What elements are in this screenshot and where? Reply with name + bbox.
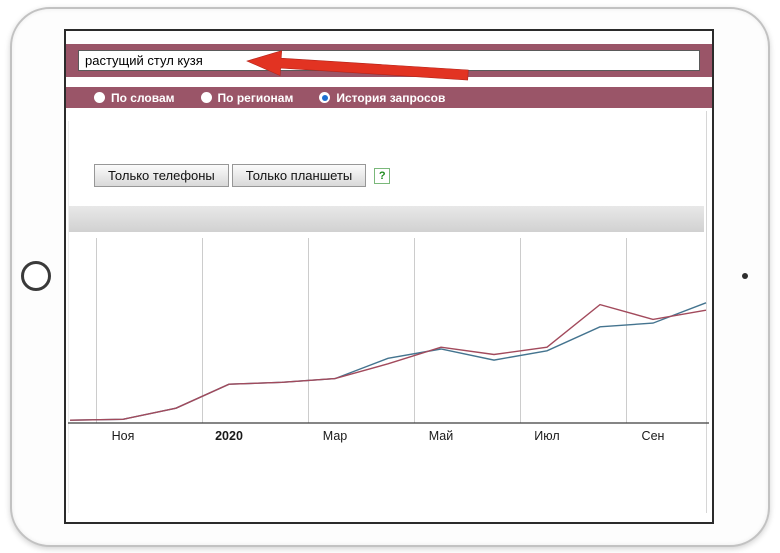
option-label: По словам [111, 90, 175, 105]
screen: По словам По регионам История запросов Тол… [64, 29, 714, 524]
x-axis-label: Июл [534, 429, 559, 443]
home-button[interactable] [21, 261, 51, 291]
option-po-regionam[interactable]: По регионам [200, 90, 294, 105]
options-bar: По словам По регионам История запросов [66, 87, 712, 108]
camera-icon [742, 273, 748, 279]
x-axis-label: Май [429, 429, 454, 443]
tablets-filter-button[interactable]: Только планшеты [231, 164, 367, 187]
option-label: История запросов [336, 90, 446, 105]
help-icon[interactable]: ? [374, 167, 391, 184]
chart-header-bar [68, 206, 704, 232]
x-axis-label: Сен [642, 429, 665, 443]
x-axis-label: Ноя [112, 429, 135, 443]
radio-selected-dot [321, 94, 328, 101]
search-input[interactable] [78, 50, 700, 71]
radio-icon[interactable] [200, 92, 212, 103]
content-right-border [706, 111, 707, 513]
phones-filter-button[interactable]: Только телефоны [94, 164, 229, 187]
option-istoriya-zaprosov[interactable]: История запросов [319, 91, 445, 105]
x-axis-label: 2020 [215, 429, 243, 443]
radio-icon[interactable] [319, 92, 331, 103]
search-bar [66, 44, 712, 77]
series-red-line [69, 303, 707, 421]
option-label: По регионам [217, 90, 294, 105]
x-axis-label: Мар [323, 429, 348, 443]
trend-chart: Ноя 2020 Мар Май Июл Сен [68, 238, 709, 443]
radio-icon[interactable] [94, 92, 105, 103]
option-po-slovam[interactable]: По словам [94, 91, 175, 105]
filter-buttons-row: Только телефоны Только планшеты ? [94, 164, 391, 187]
content-left-border [68, 121, 69, 513]
series-blue-line [69, 302, 707, 421]
